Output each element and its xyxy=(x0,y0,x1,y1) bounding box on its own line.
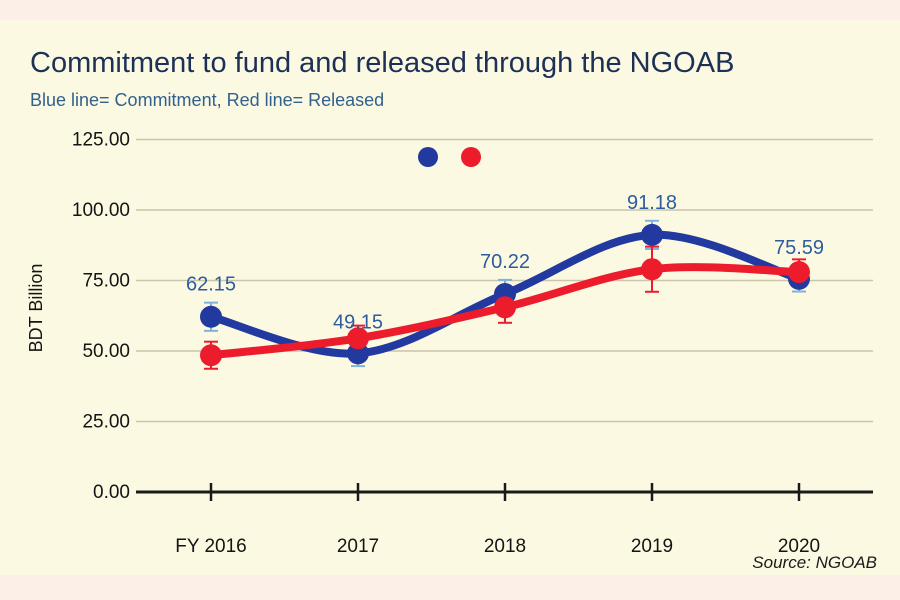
data-point-released xyxy=(641,258,663,281)
data-point-commitment xyxy=(200,305,222,328)
y-tick-label: 25.00 xyxy=(82,412,130,433)
data-point-released xyxy=(200,344,222,367)
x-tick-label: 2020 xyxy=(778,536,820,557)
legend-dot-released xyxy=(461,147,481,167)
x-tick-label: 2019 xyxy=(631,536,673,557)
x-tick-label: FY 2016 xyxy=(175,536,246,557)
y-axis-title: BDT Billion xyxy=(26,263,46,353)
x-tick-label: 2018 xyxy=(484,536,526,557)
x-tick-label: 2017 xyxy=(337,536,379,557)
y-tick-label: 0.00 xyxy=(93,482,130,503)
point-value-label: 70.22 xyxy=(480,251,530,273)
chart-subtitle: Blue line= Commitment, Red line= Release… xyxy=(30,90,385,110)
data-point-released xyxy=(347,327,369,350)
chart-background-card xyxy=(0,20,900,575)
y-tick-label: 75.00 xyxy=(82,271,130,292)
y-tick-label: 50.00 xyxy=(82,341,130,362)
source-note: Source: NGOAB xyxy=(752,553,877,572)
legend-dot-commitment xyxy=(418,147,438,167)
data-point-commitment xyxy=(347,342,369,365)
point-value-label: 62.15 xyxy=(186,274,236,296)
point-value-label: 91.18 xyxy=(627,192,677,214)
point-value-label: 75.59 xyxy=(774,237,824,259)
data-point-commitment xyxy=(641,223,663,246)
data-point-released xyxy=(788,261,810,284)
y-tick-label: 100.00 xyxy=(72,200,130,221)
y-tick-label: 125.00 xyxy=(72,130,130,151)
point-value-label: 49.15 xyxy=(333,312,383,334)
chart-title: Commitment to fund and released through … xyxy=(30,47,735,79)
data-point-released xyxy=(494,296,516,319)
